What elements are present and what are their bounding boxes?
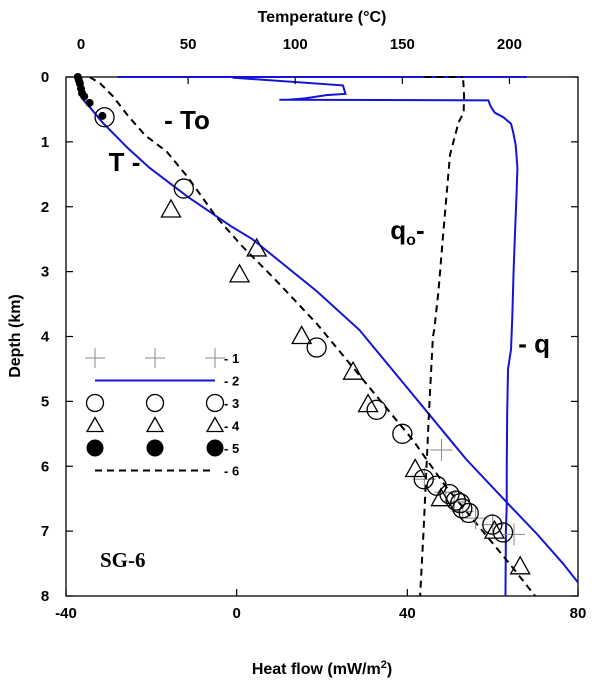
bottom-axis-title-end: ) — [387, 661, 392, 678]
bottom-axis-title: Heat flow (mW/m2) — [252, 659, 392, 678]
plus-marker — [503, 523, 525, 546]
well-label: SG-6 — [100, 548, 146, 572]
plus-marker — [430, 439, 453, 462]
plus-marker — [464, 507, 487, 530]
open-triangle-marker — [228, 263, 251, 283]
bottom-tick-label: 0 — [232, 605, 240, 622]
legend: - 1 - 2 - 3 - 4 - 5 - 6 — [85, 348, 240, 479]
legend-open-triangle — [85, 416, 105, 433]
legend-label: - 5 — [224, 441, 239, 456]
legend-label: - 3 — [224, 396, 239, 411]
legend-label: - 4 — [224, 419, 240, 434]
top-axis-title: Temperature (°C) — [258, 9, 387, 26]
annotation-label: T - — [109, 147, 141, 177]
legend-label: - 6 — [224, 464, 239, 479]
y-tick-label: 7 — [41, 523, 49, 540]
y-axis-title: Depth (km) — [7, 294, 24, 378]
plot-frame — [65, 76, 579, 597]
open-circle-marker — [482, 514, 503, 535]
legend-label: - 2 — [224, 374, 239, 389]
legend-filled-circle — [86, 439, 104, 457]
open-circle-marker — [445, 490, 467, 511]
legend-item: - 4 — [85, 416, 240, 434]
open-circle-marker — [413, 469, 434, 490]
annotation-label: - To — [164, 105, 210, 135]
top-tick-label: 100 — [283, 36, 308, 53]
legend-label: - 1 — [224, 351, 239, 366]
bottom-tick-label: 80 — [570, 605, 587, 622]
legend-filled-circle — [146, 439, 164, 457]
legend-open-triangle — [145, 416, 165, 433]
open-circle-marker — [94, 107, 115, 128]
filled-circle-marker — [85, 98, 94, 107]
annotation-label: qo- — [390, 215, 424, 249]
bottom-tick-label: 40 — [399, 605, 416, 622]
plus-marker — [413, 468, 436, 491]
legend-open-circle — [205, 393, 225, 413]
legend-item: - 3 — [85, 393, 239, 413]
open-circle-marker — [392, 423, 413, 444]
open-circle-marker — [458, 502, 479, 524]
legend-open-triangle — [205, 416, 225, 433]
open-triangle-marker — [404, 458, 426, 478]
filled-circle-marker — [80, 92, 89, 101]
open-triangle-marker — [291, 325, 313, 345]
series-line-qo — [419, 80, 466, 596]
y-tick-label: 1 — [41, 134, 49, 151]
open-circle-marker — [492, 522, 514, 543]
open-circle-marker — [452, 498, 473, 519]
series-line-T — [82, 99, 578, 585]
bottom-axis-title-superscript: 2 — [381, 659, 387, 671]
open-triangle-marker — [483, 519, 506, 539]
legend-open-circle — [145, 393, 165, 413]
legend-item: - 2 — [95, 374, 239, 389]
annotations: - ToT -qo-- q — [109, 105, 550, 359]
open-triangle-marker — [160, 198, 182, 218]
filled-circle-marker — [98, 111, 107, 120]
legend-item: - 6 — [95, 464, 239, 479]
top-tick-label: 150 — [390, 36, 415, 53]
legend-item: - 5 — [86, 439, 239, 457]
y-tick-label: 4 — [41, 329, 50, 346]
y-tick-label: 5 — [41, 393, 49, 410]
top-tick-label: 200 — [497, 36, 522, 53]
annotation-label: - q — [518, 329, 550, 359]
top-tick-label: 0 — [77, 36, 85, 53]
bottom-axis-title-main: Heat flow (mW/m — [252, 661, 381, 678]
annotation-subscript: o — [406, 232, 416, 249]
legend-open-circle — [85, 393, 105, 413]
open-circle-marker — [173, 178, 194, 199]
y-tick-label: 2 — [41, 199, 49, 216]
open-circle-marker — [306, 337, 327, 358]
y-tick-label: 8 — [41, 588, 49, 605]
open-triangle-marker — [509, 555, 531, 575]
y-tick-label: 0 — [41, 69, 49, 86]
y-tick-label: 3 — [41, 264, 49, 281]
series-layer — [73, 73, 578, 596]
legend-item: - 1 — [85, 348, 239, 368]
axes: -40 0 40 80 0 50 100 150 200 0 1 2 3 4 5 6 7 8 — [41, 36, 587, 622]
series-line-q — [232, 76, 519, 596]
bottom-tick-label: -40 — [55, 605, 77, 622]
open-triangle-marker — [357, 393, 379, 413]
open-circle-marker — [366, 399, 387, 420]
top-tick-label: 50 — [180, 36, 197, 53]
y-tick-label: 6 — [41, 458, 49, 475]
open-triangle-marker — [342, 360, 364, 380]
open-triangle-marker — [246, 237, 268, 257]
legend-filled-circle — [206, 439, 224, 457]
annotation-main: q — [390, 215, 406, 245]
annotation-tail: - — [416, 215, 425, 245]
open-triangle-marker — [430, 487, 452, 507]
